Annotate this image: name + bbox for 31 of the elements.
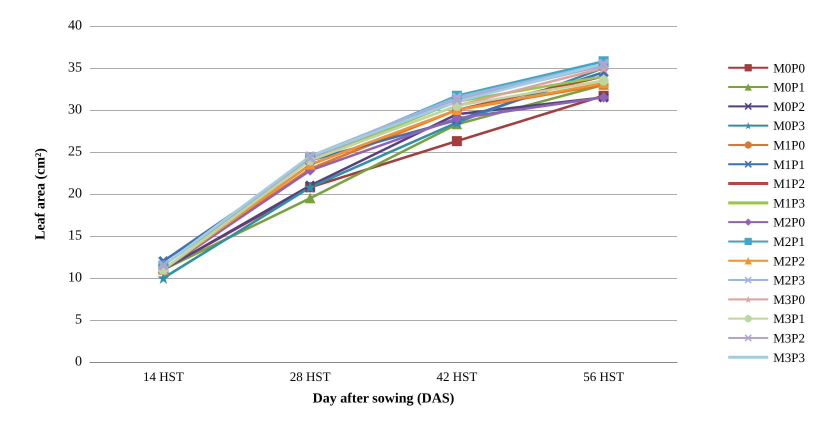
legend-label: M2P0 xyxy=(773,214,806,230)
legend-label: M1P1 xyxy=(773,156,806,172)
x-axis-title: Day after sowing (DAS) xyxy=(312,392,455,406)
y-tick-label: 20 xyxy=(68,186,82,202)
legend-label: M2P1 xyxy=(773,234,806,249)
legend-label: M3P2 xyxy=(773,330,806,346)
y-tick-label: 30 xyxy=(68,102,82,118)
y-axis-title: Leaf area (cm²) xyxy=(34,148,48,240)
x-tick-label: 28 HST xyxy=(290,369,331,384)
legend-label: M0P3 xyxy=(773,118,806,134)
x-tick-label: 56 HST xyxy=(583,369,624,384)
y-tick-label: 15 xyxy=(68,228,82,244)
legend-label: M2P3 xyxy=(773,272,806,288)
legend-label: M1P3 xyxy=(773,195,806,210)
legend-label: M2P2 xyxy=(773,253,806,268)
y-tick-label: 35 xyxy=(68,60,82,76)
y-tick-label: 10 xyxy=(68,270,82,286)
y-tick-label: 5 xyxy=(75,312,82,328)
x-tick-label: 42 HST xyxy=(436,369,478,384)
legend-label: M0P2 xyxy=(773,98,806,114)
y-tick-label: 40 xyxy=(68,18,82,34)
legend-label: M3P0 xyxy=(773,292,806,307)
legend-label: M0P0 xyxy=(773,60,806,76)
y-tick-label: 0 xyxy=(75,354,82,370)
x-tick-label: 14 HST xyxy=(142,369,184,384)
legend-label: M3P3 xyxy=(773,350,806,365)
y-tick-label: 25 xyxy=(68,144,82,160)
legend-label: M0P1 xyxy=(773,80,806,95)
legend-label: M1P2 xyxy=(773,176,806,192)
legend-label: M3P1 xyxy=(773,311,806,326)
legend-label: M1P0 xyxy=(773,137,806,152)
